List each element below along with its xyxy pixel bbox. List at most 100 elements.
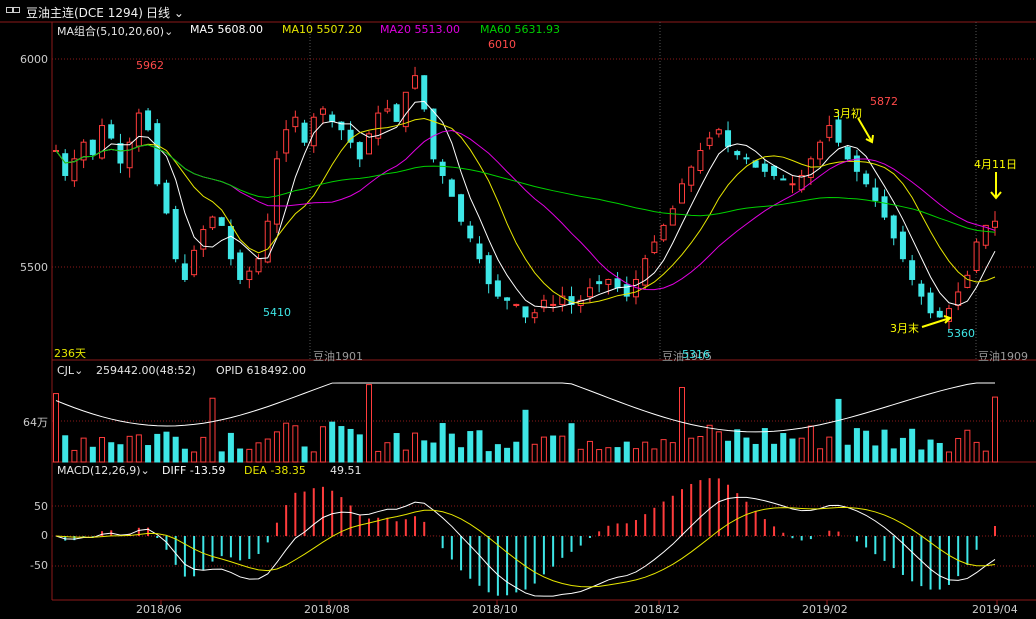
volume-bar bbox=[301, 446, 308, 463]
annotation-label: 3月末 bbox=[890, 322, 919, 335]
extreme-high-label: 5872 bbox=[870, 95, 898, 108]
volume-bar bbox=[586, 440, 593, 463]
candle-body bbox=[504, 297, 511, 301]
volume-bar bbox=[909, 428, 916, 463]
candle-body bbox=[734, 151, 741, 156]
candle-body bbox=[273, 158, 280, 225]
volume-bar bbox=[540, 436, 547, 463]
x-tick: 2018/10 bbox=[472, 603, 518, 616]
candle-body bbox=[181, 263, 188, 280]
candle-body bbox=[172, 209, 179, 260]
volume-bar bbox=[237, 448, 244, 463]
candle-body bbox=[310, 116, 317, 147]
candle-body bbox=[430, 108, 437, 160]
volume-bar bbox=[89, 446, 96, 463]
candle-body bbox=[163, 182, 170, 214]
candle-body bbox=[402, 91, 409, 128]
chevron-down-icon: ⌄ bbox=[140, 464, 150, 477]
macd-tick-neg50: -50 bbox=[30, 559, 48, 572]
candle-body bbox=[145, 110, 152, 131]
period-label: 日线 bbox=[146, 6, 171, 20]
volume-bar bbox=[172, 436, 179, 463]
macd-tick-0: 0 bbox=[41, 529, 48, 542]
candle-body bbox=[227, 225, 234, 260]
volume-bar bbox=[927, 439, 934, 463]
volume-bar bbox=[227, 432, 234, 463]
volume-bar bbox=[117, 444, 124, 463]
candle-body bbox=[494, 280, 501, 297]
candle-body bbox=[725, 130, 732, 147]
candle-body bbox=[338, 121, 345, 131]
candle-body bbox=[531, 312, 538, 319]
volume-bar bbox=[71, 449, 78, 463]
days-label: 236天 bbox=[54, 347, 86, 360]
candle-body bbox=[218, 217, 225, 226]
candle-body bbox=[780, 178, 787, 181]
candle-body bbox=[154, 123, 161, 185]
candle-body bbox=[375, 112, 382, 139]
volume-bar bbox=[439, 423, 446, 463]
candle-body bbox=[89, 139, 96, 156]
volume-bar bbox=[421, 440, 428, 463]
macd-legend-title[interactable]: MACD(12,26,9)⌄ bbox=[57, 464, 150, 477]
volume-bar bbox=[973, 441, 980, 463]
diff-value: DIFF -13.59 bbox=[162, 464, 226, 477]
candle-body bbox=[743, 157, 750, 160]
volume-bar bbox=[80, 437, 87, 463]
extreme-low-label: 5410 bbox=[263, 306, 291, 319]
candle-body bbox=[301, 122, 308, 143]
candle-body bbox=[853, 155, 860, 172]
candle-body bbox=[844, 146, 851, 160]
macd-value: 49.51 bbox=[330, 464, 362, 477]
volume-bar bbox=[669, 442, 676, 463]
volume-bar bbox=[807, 425, 814, 463]
candle-body bbox=[283, 129, 290, 154]
volume-bar bbox=[734, 429, 741, 463]
volume-bar bbox=[356, 434, 363, 463]
candle-body bbox=[71, 158, 78, 182]
chevron-down-icon: ⌄ bbox=[74, 364, 84, 377]
volume-bar bbox=[319, 426, 326, 463]
candle-body bbox=[117, 143, 124, 164]
volume-bar bbox=[448, 433, 455, 463]
volume-bar bbox=[697, 436, 704, 463]
dea-value: DEA -38.35 bbox=[244, 464, 306, 477]
candle-body bbox=[108, 124, 115, 139]
x-tick: 2019/02 bbox=[802, 603, 848, 616]
volume-bar bbox=[513, 441, 520, 463]
candle-body bbox=[817, 141, 824, 160]
period-selector[interactable]: 日线 ⌄ bbox=[146, 4, 184, 21]
symbol-title[interactable]: 豆油主连(DCE 1294) bbox=[26, 6, 143, 20]
link-icon[interactable] bbox=[6, 6, 20, 14]
volume-bar bbox=[126, 435, 133, 463]
extreme-low-label: 5360 bbox=[947, 327, 975, 340]
volume-bar bbox=[384, 442, 391, 463]
x-tick: 2018/08 bbox=[304, 603, 350, 616]
candle-body bbox=[126, 141, 133, 169]
candle-body bbox=[771, 165, 778, 176]
volume-bar bbox=[835, 398, 842, 463]
ma-legend-title[interactable]: MA组合(5,10,20,60)⌄ bbox=[57, 23, 173, 39]
candle-body bbox=[881, 196, 888, 218]
volume-bar bbox=[945, 451, 952, 463]
volume-bar bbox=[135, 434, 142, 463]
volume-bar bbox=[99, 437, 106, 463]
diff-line bbox=[55, 496, 996, 597]
candle-body bbox=[393, 104, 400, 122]
volume-bar bbox=[550, 435, 557, 463]
volume-bar bbox=[531, 443, 538, 463]
candle-body bbox=[200, 229, 207, 250]
volume-bar bbox=[623, 441, 630, 463]
volume-bar bbox=[310, 451, 317, 463]
volume-bar bbox=[881, 429, 888, 463]
volume-bar bbox=[522, 409, 529, 463]
ma60-legend: MA60 5631.93 bbox=[480, 23, 560, 36]
candle-body bbox=[513, 303, 520, 306]
volume-bar bbox=[347, 428, 354, 463]
volume-bar bbox=[642, 441, 649, 463]
candle-body bbox=[679, 183, 685, 204]
contract-label: 豆油1909 bbox=[978, 350, 1028, 363]
volume-legend-title[interactable]: CJL⌄ bbox=[57, 364, 83, 377]
candle-body bbox=[237, 252, 244, 280]
